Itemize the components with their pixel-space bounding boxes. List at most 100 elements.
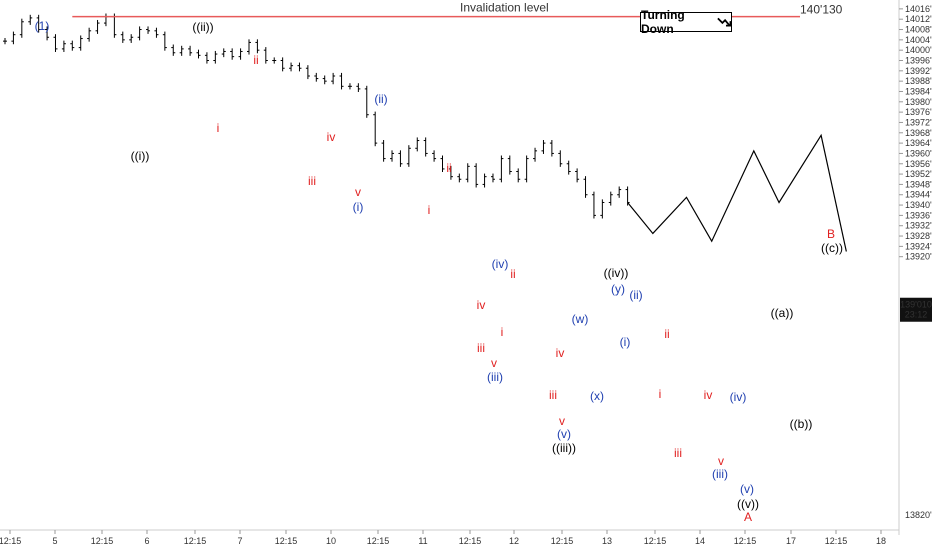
wave-label: ii: [510, 267, 515, 281]
price-tick-label: 13960'0: [905, 148, 932, 158]
price-tick-label: 13964'0: [905, 138, 932, 148]
time-tick-label: 6: [144, 536, 149, 546]
price-tick-label: 13932'0: [905, 221, 932, 231]
price-tick-label: 13940'0: [905, 200, 932, 210]
wave-label: (v): [557, 427, 571, 441]
wave-label: (i): [620, 335, 631, 349]
wave-label: v: [355, 185, 361, 199]
wave-label: ((c)): [821, 241, 843, 255]
time-tick-label: 17: [786, 536, 796, 546]
wave-label: ii: [446, 161, 451, 175]
wave-label: (v): [740, 482, 754, 496]
wave-label: (ii): [374, 92, 387, 106]
wave-label: ((v)): [737, 497, 759, 511]
price-tick-label: 13984'0: [905, 86, 932, 96]
wave-label: ((iii)): [552, 441, 576, 455]
wave-label: ((b)): [790, 417, 813, 431]
wave-label: iv: [477, 298, 486, 312]
wave-label: (y): [611, 282, 625, 296]
time-tick-label: 13: [602, 536, 612, 546]
price-tick-label: 13944'0: [905, 190, 932, 200]
countdown-label: 23:12: [905, 310, 928, 320]
wave-labels: (1)((i))((ii))iiiiiiivv(i)(ii)iiiiiiivv(…: [35, 19, 843, 524]
invalidation-label: Invalidation level: [460, 1, 549, 15]
price-tick-label: 13996'0: [905, 56, 932, 66]
wave-label: (iv): [730, 390, 747, 404]
time-tick-label: 10: [326, 536, 336, 546]
time-tick-label: 12:15: [275, 536, 298, 546]
price-tick-label: 13968'0: [905, 128, 932, 138]
current-price-label: 139'010: [900, 300, 932, 310]
price-tick-label: 13976'0: [905, 107, 932, 117]
projection-path: [627, 133, 847, 252]
time-tick-label: 7: [237, 536, 242, 546]
price-tick-label: 13992'0: [905, 66, 932, 76]
wave-label: iv: [327, 130, 336, 144]
time-tick-label: 12:15: [825, 536, 848, 546]
price-tag-box: [900, 297, 932, 322]
price-tick-label: 14016'0: [905, 4, 932, 14]
wave-label: i: [428, 203, 431, 217]
time-tick-label: 12:15: [184, 536, 207, 546]
wave-label: (ii): [629, 288, 642, 302]
time-tick-label: 18: [876, 536, 886, 546]
price-tick-label: 13980'0: [905, 97, 932, 107]
price-tick-label: 13956'0: [905, 159, 932, 169]
projection-line: [627, 133, 847, 252]
price-tick-label: 13820'0: [905, 510, 932, 520]
wave-label: (iii): [487, 370, 503, 384]
price-tick-label: 13952'0: [905, 169, 932, 179]
price-tick-label: 14000'0: [905, 45, 932, 55]
wave-label: ii: [253, 53, 258, 67]
price-tick-label: 13924'0: [905, 241, 932, 251]
wave-label: ii: [664, 327, 669, 341]
time-tick-label: 12:15: [91, 536, 114, 546]
wave-label: i: [217, 121, 220, 135]
wave-label: iv: [704, 388, 713, 402]
price-tick-label: 14004'0: [905, 35, 932, 45]
time-tick-label: 12:15: [367, 536, 390, 546]
wave-label: ((iv)): [604, 266, 629, 280]
turning-down-banner: Turning Down: [640, 8, 732, 36]
wave-label: iii: [308, 174, 316, 188]
time-tick-label: 12: [509, 536, 519, 546]
price-tick-label: 13988'0: [905, 76, 932, 86]
price-tick-label: 13920'0: [905, 252, 932, 262]
price-axis: 14016'014012'014008'014004'014000'013996…: [898, 0, 932, 535]
time-tick-label: 12:15: [734, 536, 757, 546]
time-tick-label: 12:15: [551, 536, 574, 546]
time-tick-label: 14: [695, 536, 705, 546]
trend-down-icon: [716, 17, 731, 27]
wave-label: (1): [35, 19, 50, 33]
wave-label: (iv): [492, 257, 509, 271]
price-tick-label: 14008'0: [905, 25, 932, 35]
wave-label: B: [827, 227, 835, 241]
time-tick-label: 12:15: [459, 536, 482, 546]
time-tick-label: 5: [52, 536, 57, 546]
wave-label: A: [744, 510, 752, 524]
wave-label: iv: [556, 346, 565, 360]
wave-label: (x): [590, 389, 604, 403]
wave-label: ((ii)): [192, 20, 213, 34]
price-tick-label: 13972'0: [905, 117, 932, 127]
time-axis: 12:15 5 12:15 6 12:15 7 12:15 10 12:15 11 12:15 12 1…: [0, 529, 899, 546]
wave-label: (w): [572, 312, 589, 326]
price-tick-label: 13928'0: [905, 231, 932, 241]
wave-label: ((i)): [131, 149, 150, 163]
wave-label: (iii): [712, 467, 728, 481]
wave-label: iii: [674, 446, 682, 460]
wave-label: iii: [477, 341, 485, 355]
wave-label: v: [559, 414, 565, 428]
price-bars: [3, 13, 630, 219]
time-tick-label: 12:15: [644, 536, 667, 546]
wave-label: ((a)): [771, 306, 794, 320]
wave-label: iii: [549, 388, 557, 402]
wave-label: i: [501, 325, 504, 339]
invalidation-value-label: 140'130: [800, 3, 843, 17]
wave-label: v: [718, 454, 724, 468]
price-tick-label: 14012'0: [905, 14, 932, 24]
time-tick-label: 11: [418, 536, 427, 546]
wave-label: v: [491, 356, 497, 370]
